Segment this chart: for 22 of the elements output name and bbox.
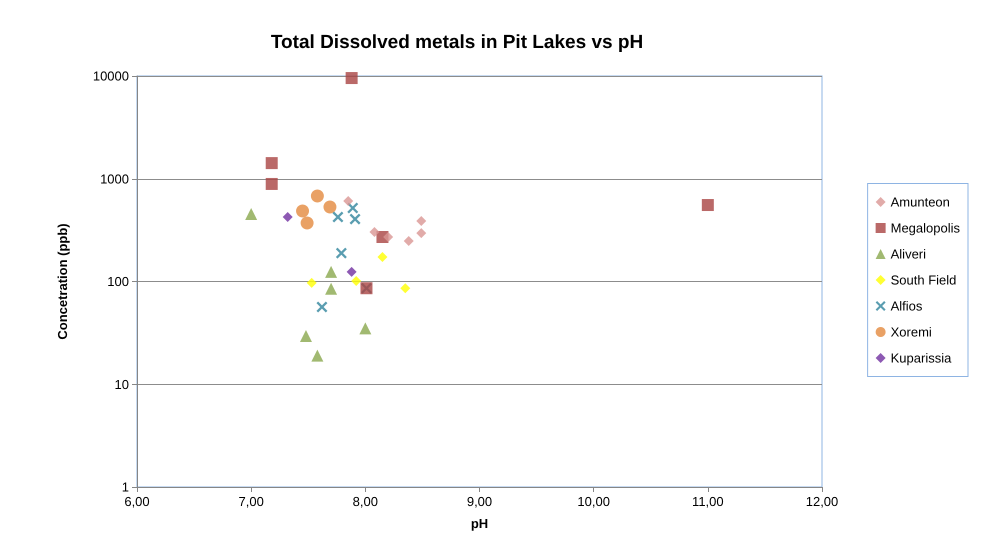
x-tick-label: 12,00: [806, 494, 838, 509]
x-tick-label: 7,00: [238, 494, 264, 509]
legend-label: Kuparissia: [890, 350, 952, 366]
x-axis-title: pH: [470, 516, 488, 531]
legend-label: Xoremi: [890, 324, 932, 340]
y-tick-label: 100: [107, 274, 129, 289]
legend-label: Megalopolis: [890, 220, 960, 236]
y-tick-label: 1000: [100, 171, 129, 186]
y-tick-label: 10: [114, 376, 129, 392]
y-axis-title: Concetration (ppb): [55, 223, 70, 340]
x-tick-label: 8,00: [352, 494, 378, 509]
x-tick-label: 9,00: [466, 494, 492, 509]
chart-title: Total Dissolved metals in Pit Lakes vs pH: [270, 32, 644, 53]
x-tick-label: 10,00: [577, 494, 610, 509]
legend-label: Amunteon: [890, 194, 950, 210]
y-tick-label: 10000: [92, 68, 129, 84]
legend-label: Alfios: [890, 298, 923, 314]
y-tick-label: 1: [122, 480, 129, 494]
x-tick-label: 11,00: [692, 494, 724, 509]
legend-label: Aliveri: [890, 246, 926, 262]
x-tick-label: 6,00: [124, 494, 150, 509]
legend-label: South Field: [890, 272, 956, 288]
